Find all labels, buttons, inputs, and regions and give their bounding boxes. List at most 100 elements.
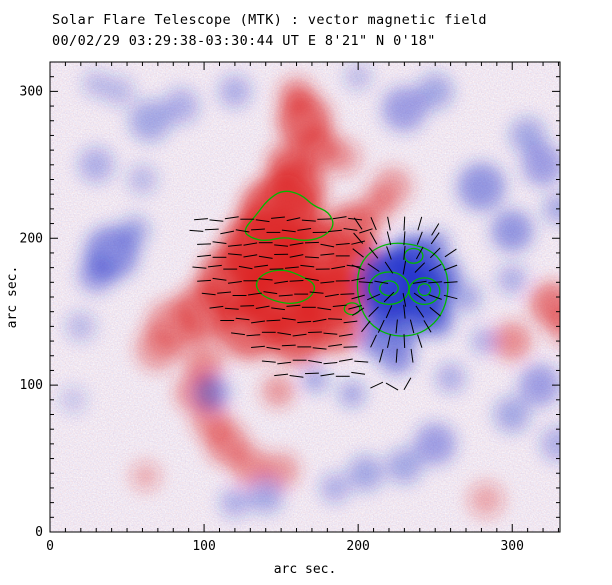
magnetic-vector-segment [351, 264, 365, 271]
negative-polarity-blob [381, 86, 427, 132]
negative-polarity-blob [193, 374, 230, 411]
magnetic-vector-segment [353, 217, 363, 230]
magnetic-vector-segment [286, 304, 301, 307]
magnetic-vector-segment [429, 306, 441, 317]
magnetic-vector-segment [235, 317, 250, 321]
chart-subtitle: 00/02/29 03:29:38-03:30:44 UT E 8'21" N … [52, 33, 436, 49]
magnetic-vector-segment [369, 231, 378, 245]
magnetic-vector-segment [224, 216, 239, 220]
magnetic-vector-segment [281, 344, 296, 347]
magnetogram-heatmap-layer [59, 63, 560, 518]
magnetic-vector-segment [261, 360, 276, 363]
positive-polarity-blob [308, 299, 363, 354]
magnetic-vector-segment [197, 254, 212, 258]
magnetic-vector-segment [254, 264, 269, 268]
magnetic-vector-segment [409, 319, 415, 334]
magnetic-vector-segment [368, 247, 379, 259]
positive-polarity-blob [548, 309, 560, 344]
magnetic-vector-segment [197, 243, 212, 245]
positive-polarity-blob [372, 167, 412, 207]
negative-polarity-blob [417, 73, 454, 110]
positive-polarity-blob [230, 446, 270, 486]
magnetic-vector-segment [444, 248, 457, 258]
magnetic-vector-segment [332, 304, 347, 307]
magnetic-vector-segment [416, 231, 423, 245]
negative-polarity-blob [424, 256, 461, 293]
magnetic-vector-segment [224, 307, 239, 310]
magnetic-vector-segment [231, 332, 245, 336]
negative-polarity-blob [247, 477, 284, 514]
magnetic-vector-segment [325, 293, 339, 298]
magnetic-vector-segment [289, 375, 304, 378]
magnetic-vector-segment [428, 263, 442, 272]
magnetic-vector-segment [300, 264, 315, 268]
magnetic-vector-segment [354, 360, 369, 363]
magnetic-vector-segment [415, 305, 425, 318]
magnetic-vector-segment [403, 245, 406, 260]
magnetic-vector-segment [271, 216, 285, 219]
magnetic-vector-segment [238, 265, 253, 270]
y-axis-label: arc sec. [5, 266, 20, 329]
negative-polarity-blob [218, 74, 252, 108]
negative-polarity-blob [435, 362, 466, 393]
magnetic-vector-segment [194, 218, 208, 221]
magnetic-vector-segment [292, 333, 307, 337]
magnetic-vector-segment [428, 294, 442, 300]
magnetic-vector-segment [320, 373, 335, 377]
magnetic-vector-segment [340, 293, 355, 295]
magnetic-vector-segment [220, 230, 235, 235]
x-tick-label: 0 [46, 539, 54, 554]
negative-polarity-blob [347, 455, 384, 492]
negative-polarity-blob [497, 264, 528, 295]
magnetic-vector-segment [351, 240, 366, 245]
negative-polarity-blob [219, 487, 250, 518]
magnetic-vector-segment [417, 334, 423, 348]
magnetic-vector-segment [403, 334, 406, 349]
negative-polarity-blob [104, 76, 135, 107]
magnetic-vector-segment [395, 348, 398, 363]
negative-polarity-blob [417, 301, 454, 338]
negative-polarity-blob [451, 282, 482, 312]
magnetic-vector-segment [312, 318, 327, 323]
negative-polarity-blob [129, 99, 172, 142]
magnetic-vector-segment [335, 243, 350, 246]
magnetic-vector-segment [189, 229, 204, 232]
magnetic-vector-segment [358, 281, 373, 284]
magnetic-vector-segment [308, 331, 322, 333]
negative-polarity-blob [414, 422, 457, 465]
magnetic-vector-segment [331, 265, 346, 270]
negative-polarity-blob [65, 311, 96, 342]
magnetic-vector-segment [343, 346, 358, 348]
magnetic-vector-segment [370, 334, 377, 348]
magnetic-vector-segment [289, 242, 304, 246]
magnetic-vector-segment [192, 266, 207, 269]
x-tick-label: 300 [500, 539, 523, 554]
negative-polarity-blob [518, 364, 560, 407]
magnetic-vector-segment [323, 362, 338, 365]
magnetic-vector-segment [377, 319, 385, 333]
magnetic-vector-segment [312, 347, 327, 350]
negative-polarity-blob [509, 117, 546, 154]
negative-polarity-blob [491, 209, 534, 252]
field-strength-contour [408, 277, 441, 305]
magnetic-vector-segment [385, 382, 399, 391]
magnetic-vector-segment [317, 218, 332, 220]
magnetic-vector-segment [317, 307, 332, 311]
positive-polarity-blob [135, 325, 181, 371]
magnetic-vector-segment [297, 228, 312, 231]
y-tick-label: 100 [20, 378, 43, 393]
magnetic-vector-segment [366, 293, 381, 301]
magnetic-vector-segment [332, 216, 347, 220]
negative-polarity-blob [457, 162, 506, 211]
magnetic-vector-segment [430, 232, 440, 245]
negative-polarity-blob [78, 146, 115, 183]
magnetic-vector-segment [383, 291, 395, 303]
magnetic-vector-segment [277, 361, 292, 365]
magnetic-vector-segment [343, 228, 358, 231]
magnetic-vector-segment [402, 293, 407, 307]
magnetic-vector-segment [209, 305, 224, 309]
magnetic-vector-segment [402, 260, 407, 275]
negative-polarity-blob [543, 193, 560, 224]
magnetic-vector-segment [281, 229, 296, 233]
